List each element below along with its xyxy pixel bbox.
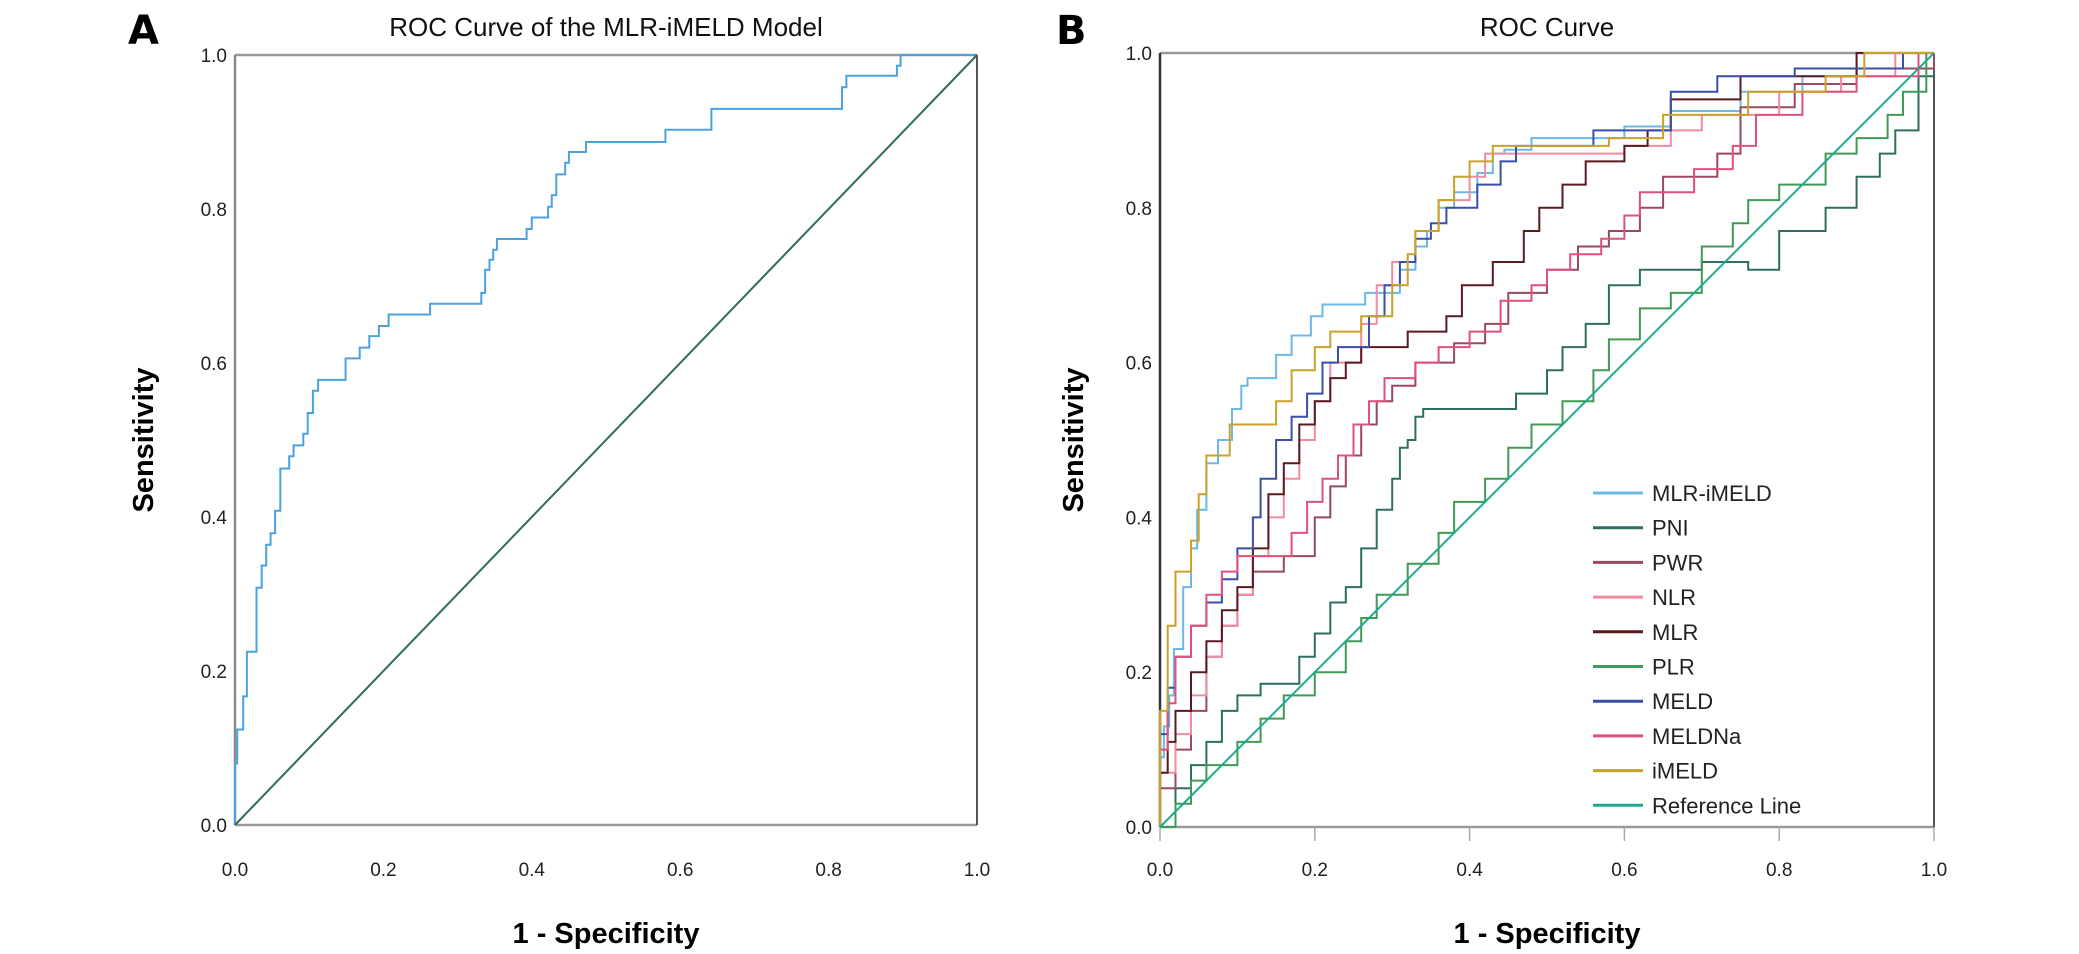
legend-label: PLR [1652, 655, 1695, 680]
chart-b-title: ROC Curve [1480, 12, 1614, 42]
chart-b-series-mlr [1159, 52, 1934, 827]
chart-b-x-tick-label: 0.8 [1766, 860, 1792, 881]
chart-a-plot-area: 0.0 0.2 0.4 0.6 0.8 1.0 0.0 0.2 0.4 0.6 0.8 1.0 [201, 46, 991, 881]
chart-b-series-pni [1160, 53, 1935, 828]
legend-item: MLR-iMELD [1593, 481, 1772, 506]
chart-b-y-tick-label: 0.4 [1126, 508, 1153, 529]
legend-label: iMELD [1652, 759, 1718, 784]
legend-item: PNI [1593, 516, 1689, 541]
chart-a-y-tick-label: 0.6 [201, 354, 227, 375]
chart-b-series-reference-line [1159, 52, 1935, 828]
chart-a-x-axis-title: 1 - Specificity [513, 918, 700, 950]
chart-a-y-axis-title: Sensitivity [128, 367, 160, 512]
panel-a: A ROC Curve of the MLR-iMELD Model 0.0 0.… [128, 8, 990, 950]
legend-label: NLR [1652, 585, 1696, 610]
chart-a-x-tick-label: 1.0 [964, 860, 990, 881]
chart-a-series-mlr-imeld [234, 54, 977, 825]
chart-a-x-tick-label: 0.0 [222, 860, 248, 881]
chart-b-y-tick-label: 0.0 [1126, 818, 1152, 839]
chart-b-x-tick-label: 1.0 [1921, 860, 1947, 881]
chart-b-x-tick-label: 0.2 [1302, 860, 1328, 881]
chart-b-series-meldna [1159, 52, 1934, 827]
chart-a-y-tick-label: 1.0 [201, 46, 227, 67]
chart-b-series-meld [1159, 52, 1934, 827]
legend-label: MLR [1652, 620, 1698, 645]
chart-a-x-tick-label: 0.4 [519, 860, 546, 881]
panel-letter-b: B [1056, 8, 1087, 54]
chart-b-x-tick-label: 0.0 [1147, 860, 1173, 881]
chart-b-plot-area: 0.0 0.2 0.4 0.6 0.8 1.0 0.0 0.2 0.4 0.6 0.8 1.0 [1126, 44, 1948, 881]
chart-a-x-tick-label: 0.8 [815, 860, 841, 881]
legend-label: PWR [1652, 550, 1703, 575]
chart-a-y-tick-label: 0.2 [201, 662, 227, 683]
legend-item: PWR [1593, 550, 1703, 575]
legend-item: MELD [1593, 689, 1713, 714]
chart-b-y-axis-title: Sensitivity [1058, 367, 1090, 512]
chart-a-series-reference-line [234, 54, 978, 826]
legend-item: MLR [1593, 620, 1698, 645]
chart-a-y-tick-label: 0.8 [201, 200, 227, 221]
chart-a-x-tick-label: 0.2 [370, 860, 396, 881]
panel-b: B ROC Curve 0.0 0.2 0.4 0.6 0.8 1.00.00.20.40… [1056, 8, 1947, 950]
chart-b-x-tick-label: 0.4 [1456, 860, 1483, 881]
chart-b-x-axis-title: 1 - Specificity [1454, 918, 1641, 950]
chart-b-y-tick-label: 1.0 [1126, 44, 1152, 65]
chart-a-y-tick-label: 0.4 [201, 508, 228, 529]
legend-item: PLR [1593, 655, 1695, 680]
chart-b-series-imeld [1159, 52, 1934, 827]
legend-label: PNI [1652, 516, 1689, 541]
chart-b-y-tick-label: 0.8 [1126, 199, 1152, 220]
chart-a-y-tick-label: 0.0 [201, 816, 227, 837]
chart-a-x-tick-label: 0.6 [667, 860, 693, 881]
legend-item: MELDNa [1593, 724, 1742, 749]
legend-label: MELD [1652, 689, 1713, 714]
chart-a-title: ROC Curve of the MLR-iMELD Model [389, 12, 822, 42]
legend-item: NLR [1593, 585, 1696, 610]
chart-b-y-tick-label: 0.6 [1126, 354, 1152, 375]
chart-b-legend: MLR-iMELD PNI PWR NLR MLR PLR MELD MELDNa iMELD R… [1593, 481, 1801, 818]
panel-letter-a: A [128, 8, 159, 54]
legend-label: MLR-iMELD [1652, 481, 1772, 506]
legend-item: Reference Line [1593, 793, 1801, 818]
chart-b-y-tick-label: 0.2 [1126, 663, 1152, 684]
chart-b-series-plr [1160, 52, 1934, 828]
legend-label: MELDNa [1652, 724, 1742, 749]
legend-label: Reference Line [1652, 793, 1801, 818]
legend-item: iMELD [1593, 759, 1718, 784]
chart-b-x-tick-label: 0.6 [1611, 860, 1637, 881]
